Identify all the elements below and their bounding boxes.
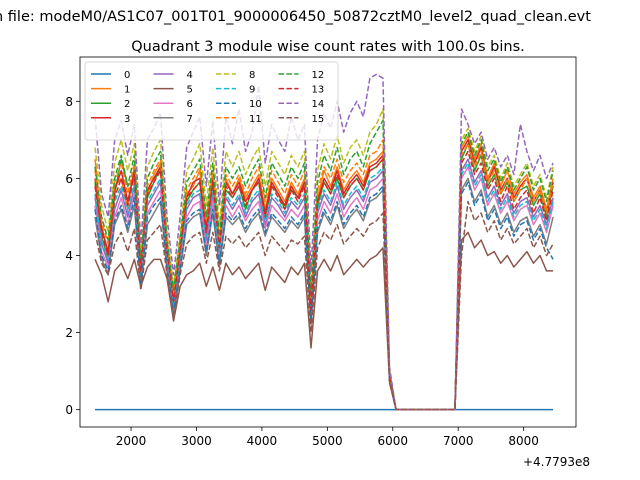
legend-label-5: 5 (187, 85, 193, 96)
x-tick-label: 2000 (116, 434, 147, 448)
series-line-15 (94, 200, 554, 411)
y-axis: 0 2 4 6 8 (65, 95, 80, 417)
x-tick-label: 4000 (247, 434, 278, 448)
legend-label-3: 3 (124, 114, 130, 125)
legend-label-9: 9 (249, 85, 255, 96)
legend-label-2: 2 (124, 99, 130, 110)
plot-lines (94, 73, 554, 411)
legend-label-14: 14 (312, 99, 325, 110)
legend-label-7: 7 (187, 114, 193, 125)
legend-label-11: 11 (249, 114, 262, 125)
series-line-10 (94, 181, 554, 411)
legend-label-1: 1 (124, 85, 130, 96)
series-line-14 (94, 73, 554, 411)
y-tick-label: 6 (65, 172, 73, 186)
series-line-9 (94, 162, 554, 411)
x-tick-label: 8000 (508, 434, 539, 448)
y-tick-label: 8 (65, 95, 73, 109)
legend-label-13: 13 (312, 85, 325, 96)
legend-label-10: 10 (249, 99, 262, 110)
y-tick-label: 0 (65, 403, 73, 417)
x-tick-label: 3000 (181, 434, 212, 448)
legend-label-15: 15 (312, 114, 325, 125)
legend-label-4: 4 (187, 70, 193, 81)
x-tick-label: 6000 (378, 434, 409, 448)
chart-title: Quadrant 3 module wise count rates with … (131, 39, 525, 55)
plot-frame (79, 56, 577, 428)
x-offset-label: +4.7793e8 (523, 455, 590, 469)
x-axis: 2000 3000 4000 5000 6000 7000 8000 (116, 427, 539, 448)
series-line-8 (94, 108, 554, 411)
legend-label-6: 6 (187, 99, 193, 110)
series-line-13 (94, 150, 554, 411)
y-tick-label: 2 (65, 326, 73, 340)
legend-label-8: 8 (249, 70, 255, 81)
y-tick-label: 4 (65, 249, 73, 263)
x-tick-label: 7000 (443, 434, 474, 448)
x-tick-label: 5000 (312, 434, 343, 448)
legend-label-12: 12 (312, 70, 325, 81)
figure-suptitle: n file: modeM0/AS1C07_001T01_9000006450_… (0, 9, 591, 25)
series-line-12 (94, 119, 554, 411)
legend-box (84, 61, 339, 141)
legend-label-0: 0 (124, 70, 130, 81)
